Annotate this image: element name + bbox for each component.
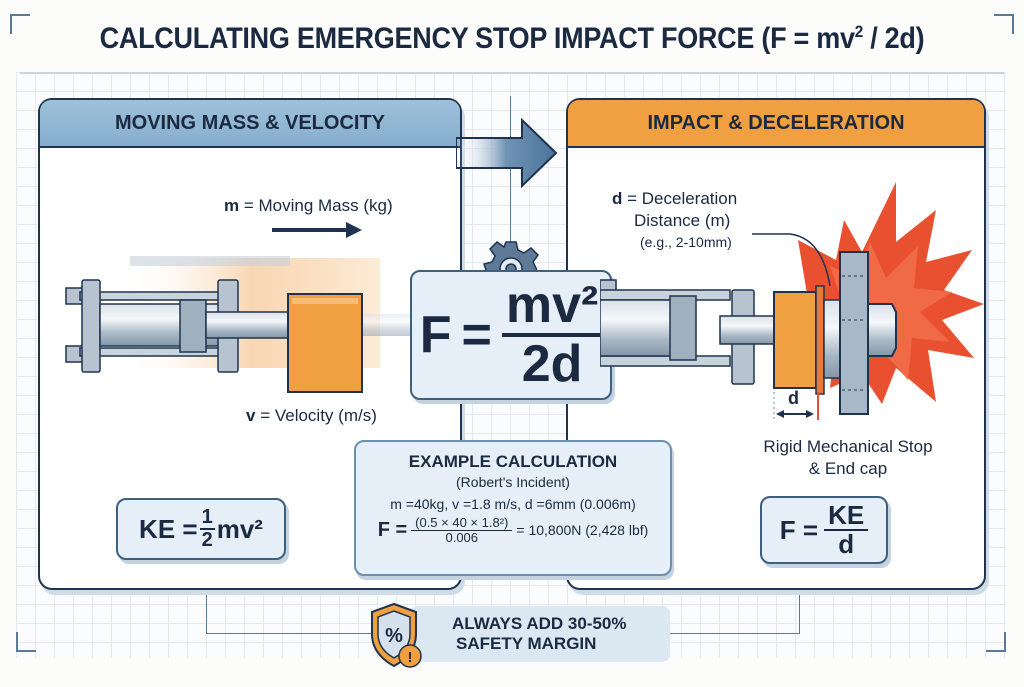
- svg-text:!: !: [408, 649, 413, 666]
- corner-bracket-bottom-right: [986, 632, 1006, 652]
- example-subtitle: (Robert's Incident): [456, 474, 570, 490]
- velocity-label: v = Velocity (m/s): [246, 406, 377, 425]
- main-impact-force-formula: F = mv² 2d: [410, 270, 612, 400]
- connector-top-center: [510, 96, 511, 272]
- title-divider: [20, 72, 1004, 74]
- corner-bracket-top-right: [994, 14, 1014, 34]
- shield-warning-icon: % !: [371, 602, 422, 668]
- impact-stop-illustration: [600, 182, 984, 420]
- rigid-stop-label: Rigid Mechanical Stop & End cap: [763, 437, 933, 478]
- distance-example-label: (e.g., 2-10mm): [640, 234, 732, 250]
- safety-line-2: SAFETY MARGIN: [456, 634, 597, 653]
- corner-bracket-bottom-left: [16, 632, 36, 652]
- page-title: CALCULATING EMERGENCY STOP IMPACT FORCE …: [99, 22, 925, 55]
- mass-label: m = Moving Mass (kg): [224, 196, 393, 215]
- example-calculation: F = (0.5 × 40 × 1.8²) 0.006 = 10,800N (2,…: [377, 515, 649, 545]
- connector-safety-left: [206, 590, 384, 634]
- panel-header-impact: IMPACT & DECELERATION: [568, 100, 984, 148]
- example-calculation-box: EXAMPLE CALCULATION (Robert's Incident) …: [354, 440, 672, 576]
- connector-safety-right: [670, 590, 800, 634]
- panel-header-moving-mass: MOVING MASS & VELOCITY: [40, 100, 460, 148]
- moving-cylinder-illustration: [65, 256, 420, 393]
- d-marker: d: [788, 388, 799, 408]
- flow-arrow-icon: [456, 118, 558, 188]
- example-values: m =40kg, v =1.8 m/s, d =6mm (0.006m): [390, 496, 636, 512]
- distance-label: d = Deceleration Distance (m): [612, 189, 738, 230]
- safety-line-1: ALWAYS ADD 30-50%: [452, 613, 627, 633]
- force-from-ke-formula: F = KE d: [760, 496, 888, 564]
- corner-bracket-top-left: [10, 14, 30, 34]
- motion-arrow-icon: [272, 222, 362, 238]
- safety-margin-note: ALWAYS ADD 30-50% SAFETY MARGIN: [410, 606, 670, 662]
- svg-text:%: %: [385, 625, 403, 647]
- example-title: EXAMPLE CALCULATION: [408, 452, 618, 471]
